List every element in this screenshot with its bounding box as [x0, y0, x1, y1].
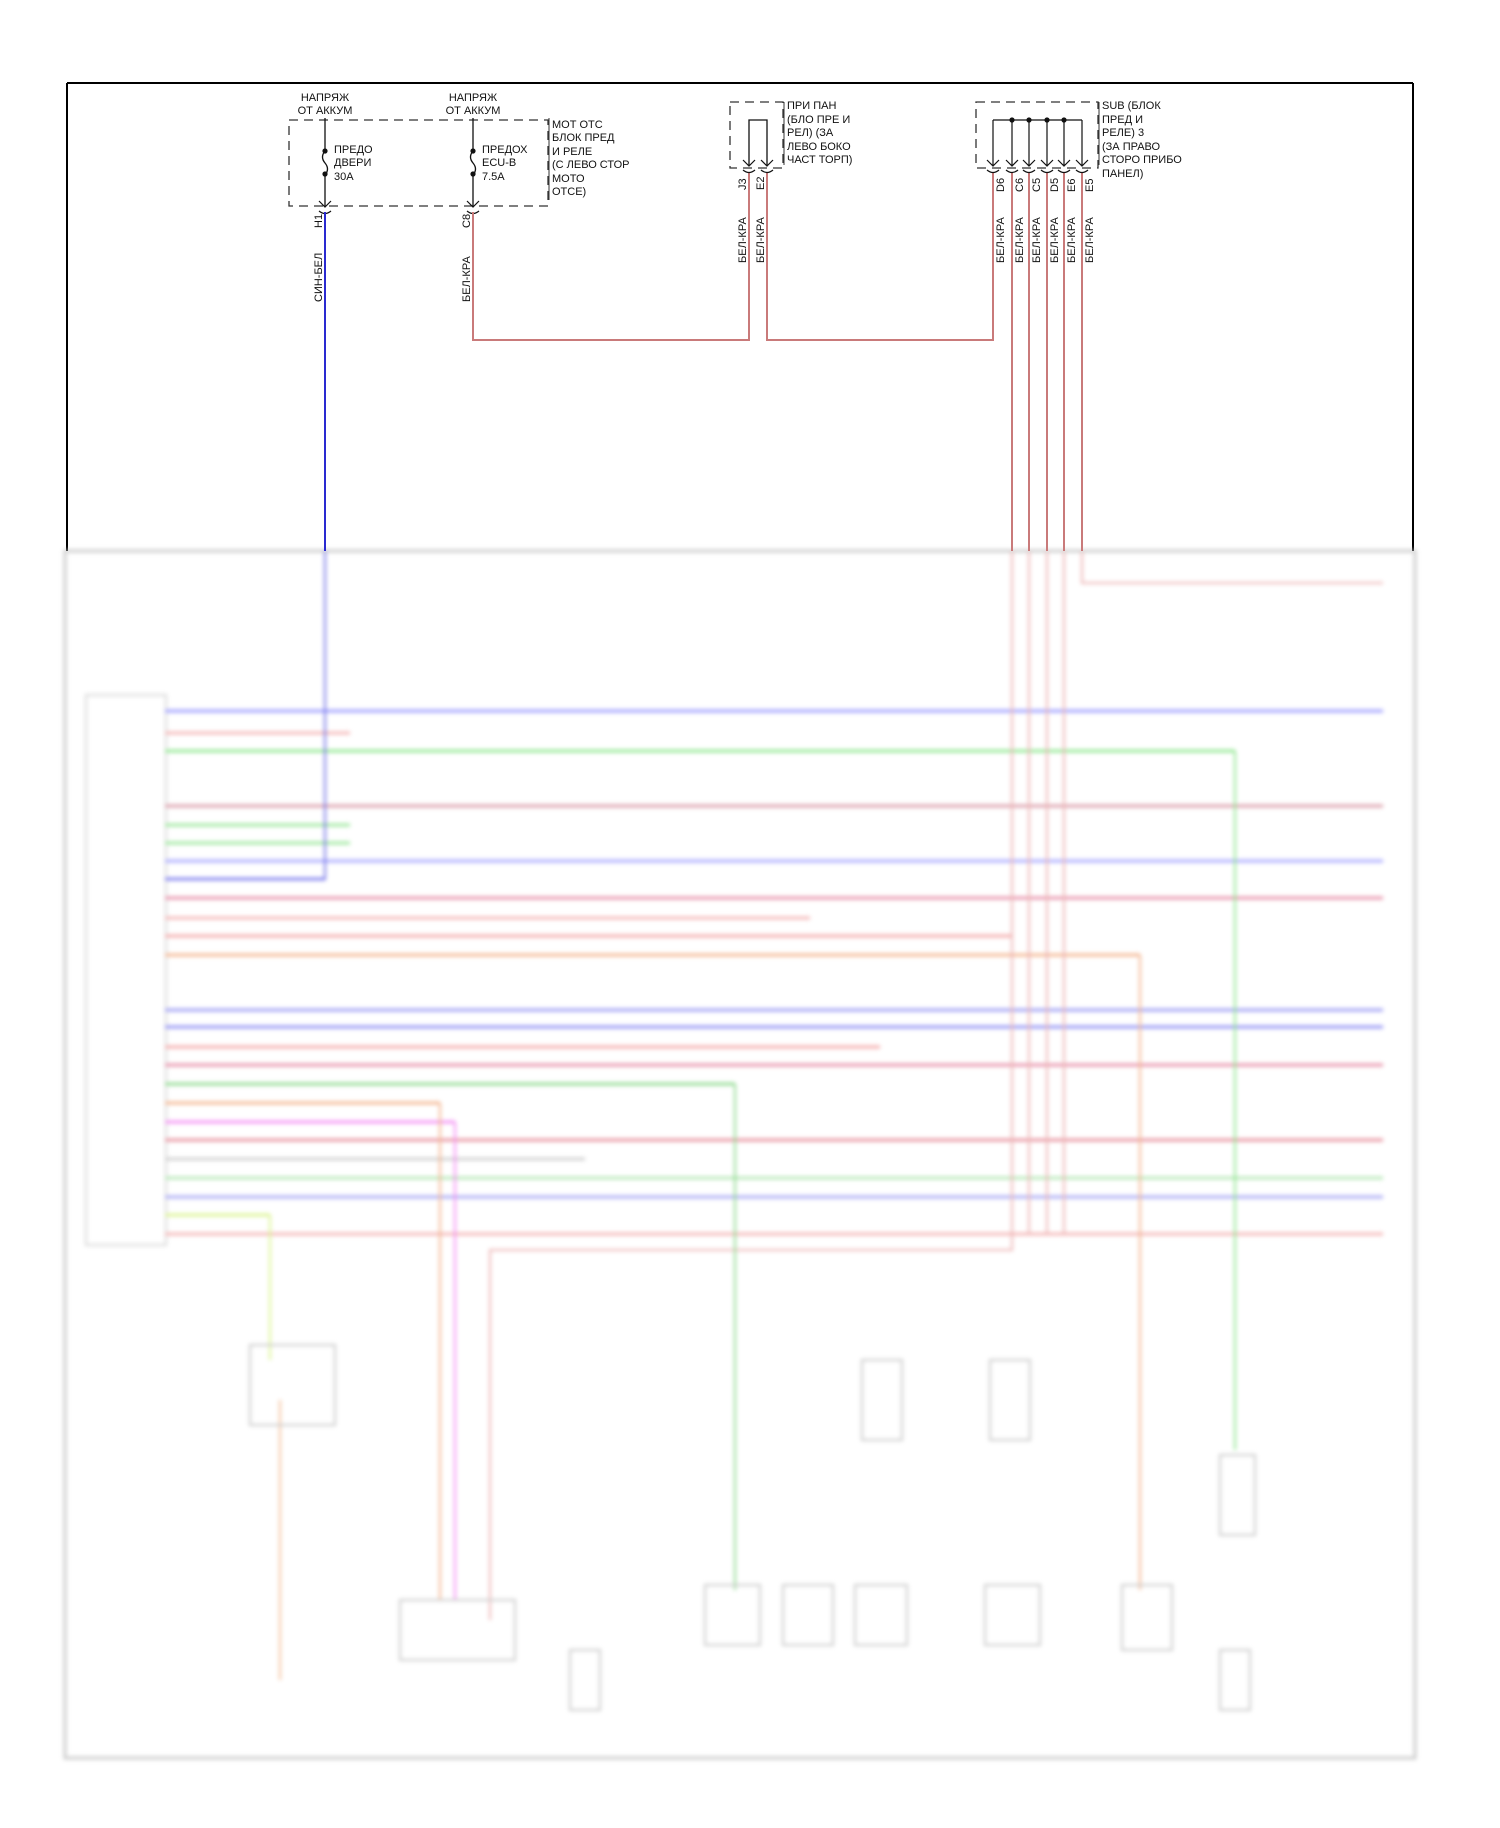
connector-id: C6 — [1014, 178, 1026, 192]
connector-icon — [742, 159, 774, 174]
box-label-line: РЕЛЕ) 3 — [1102, 127, 1144, 139]
fuse-icon — [469, 150, 477, 176]
box-label-line: БЛОК ПРЕД — [552, 132, 615, 144]
feed-label: ОТ АККУМ — [298, 105, 353, 117]
wire-color-label: БЕЛ-КРА — [1084, 217, 1096, 263]
box-label-line: И РЕЛЕ — [552, 146, 592, 158]
junction-dot — [1009, 117, 1015, 123]
feed-label: НАПРЯЖ — [301, 92, 349, 104]
junction-dot — [1026, 117, 1032, 123]
box-label-line: МОТ ОТС — [552, 119, 603, 131]
fuse-label: 30A — [334, 171, 354, 183]
box-label-line: ПАНЕЛ) — [1102, 168, 1143, 180]
box-label-line: SUB (БЛОК — [1102, 100, 1161, 112]
diagram-frame — [66, 82, 1414, 551]
fuse-label: 7.5A — [482, 171, 505, 183]
fuse-doors-30a: ПРЕДО ДВЕРИ 30A H1 СИН-БЕЛ — [313, 118, 373, 302]
connector-pin-icon — [1040, 120, 1054, 174]
box-label-line: ПРЕД И — [1102, 114, 1143, 126]
box-label-line: ПРИ ПАН — [787, 100, 836, 112]
connector-pin-icon — [1022, 120, 1036, 174]
connector-id: E2 — [755, 177, 767, 190]
connector-id: H1 — [313, 214, 325, 228]
wire-color-label: СИН-БЕЛ — [313, 253, 325, 302]
fuse-label: ПРЕДО — [334, 144, 373, 156]
box-label-line: РЕЛ) (ЗА — [787, 127, 834, 139]
wires-top — [324, 172, 1083, 551]
box-label-line: ЧАСТ ТОРП) — [787, 154, 852, 166]
wire-color-label: БЕЛ-КРА — [737, 217, 749, 263]
wire-color-label: БЕЛ-КРА — [1031, 217, 1043, 263]
box-label-line: МОТО — [552, 173, 585, 185]
wire-color-label: БЕЛ-КРА — [1066, 217, 1078, 263]
instrument-panel-relay-box: ПРИ ПАН (БЛО ПРЕ И РЕЛ) (ЗА ЛЕВО БОКО ЧА… — [729, 100, 852, 263]
box-label-line: ЛЕВО БОКО — [787, 141, 851, 153]
junction-dot — [1061, 117, 1067, 123]
feed-label: ОТ АККУМ — [446, 105, 501, 117]
blurred-lower-section — [63, 549, 1417, 1760]
connector-id: D5 — [1049, 178, 1061, 192]
junction-dot — [1044, 117, 1050, 123]
wire-color-label: БЕЛ-КРА — [995, 217, 1007, 263]
connector-pin-icon — [1057, 120, 1071, 174]
box-label-line: (БЛО ПРЕ И — [787, 114, 850, 126]
connector-pin-icon — [1075, 120, 1089, 174]
fuse-label: ДВЕРИ — [334, 157, 371, 169]
box-label-line: (С ЛЕВО СТОР — [552, 159, 630, 171]
fuse-icon — [321, 150, 329, 176]
fuse-label: ПРЕДОХ — [482, 144, 528, 156]
connector-id: J3 — [737, 178, 749, 190]
connector-id: C8 — [461, 214, 473, 228]
fuse-label: ECU-B — [482, 157, 516, 169]
wire-white-red-c8-j3 — [472, 172, 750, 341]
wire-color-label: БЕЛ-КРА — [1014, 217, 1026, 263]
connector-id: E6 — [1066, 179, 1078, 192]
box-label-line: ОТСЕ) — [552, 186, 586, 198]
connector-id: C5 — [1031, 178, 1043, 192]
feed-label: НАПРЯЖ — [449, 92, 497, 104]
box-label-line: (ЗА ПРАВО — [1102, 141, 1161, 153]
wire-color-label: БЕЛ-КРА — [461, 256, 473, 302]
connector-id: D6 — [995, 178, 1007, 192]
connector-pin-icon — [986, 120, 1000, 174]
wire-white-red-e2-d6 — [766, 172, 994, 341]
wire-color-label: БЕЛ-КРА — [755, 217, 767, 263]
box-label-line: СТОРО ПРИБО — [1102, 154, 1182, 166]
engine-fuse-relay-box: МОТ ОТС БЛОК ПРЕД И РЕЛЕ (С ЛЕВО СТОР МО… — [288, 92, 630, 302]
connector-pin-icon — [1005, 120, 1019, 174]
sub-relay-box-3: SUB (БЛОК ПРЕД И РЕЛЕ) 3 (ЗА ПРАВО СТОРО… — [975, 100, 1182, 263]
connector-id: E5 — [1084, 179, 1096, 192]
box-label: МОТ ОТС БЛОК ПРЕД И РЕЛЕ (С ЛЕВО СТОР МО… — [548, 118, 630, 200]
wire-color-label: БЕЛ-КРА — [1049, 217, 1061, 263]
fuse-ecu-b-7-5a: ПРЕДОХ ECU-B 7.5A C8 БЕЛ-КРА — [461, 118, 528, 302]
